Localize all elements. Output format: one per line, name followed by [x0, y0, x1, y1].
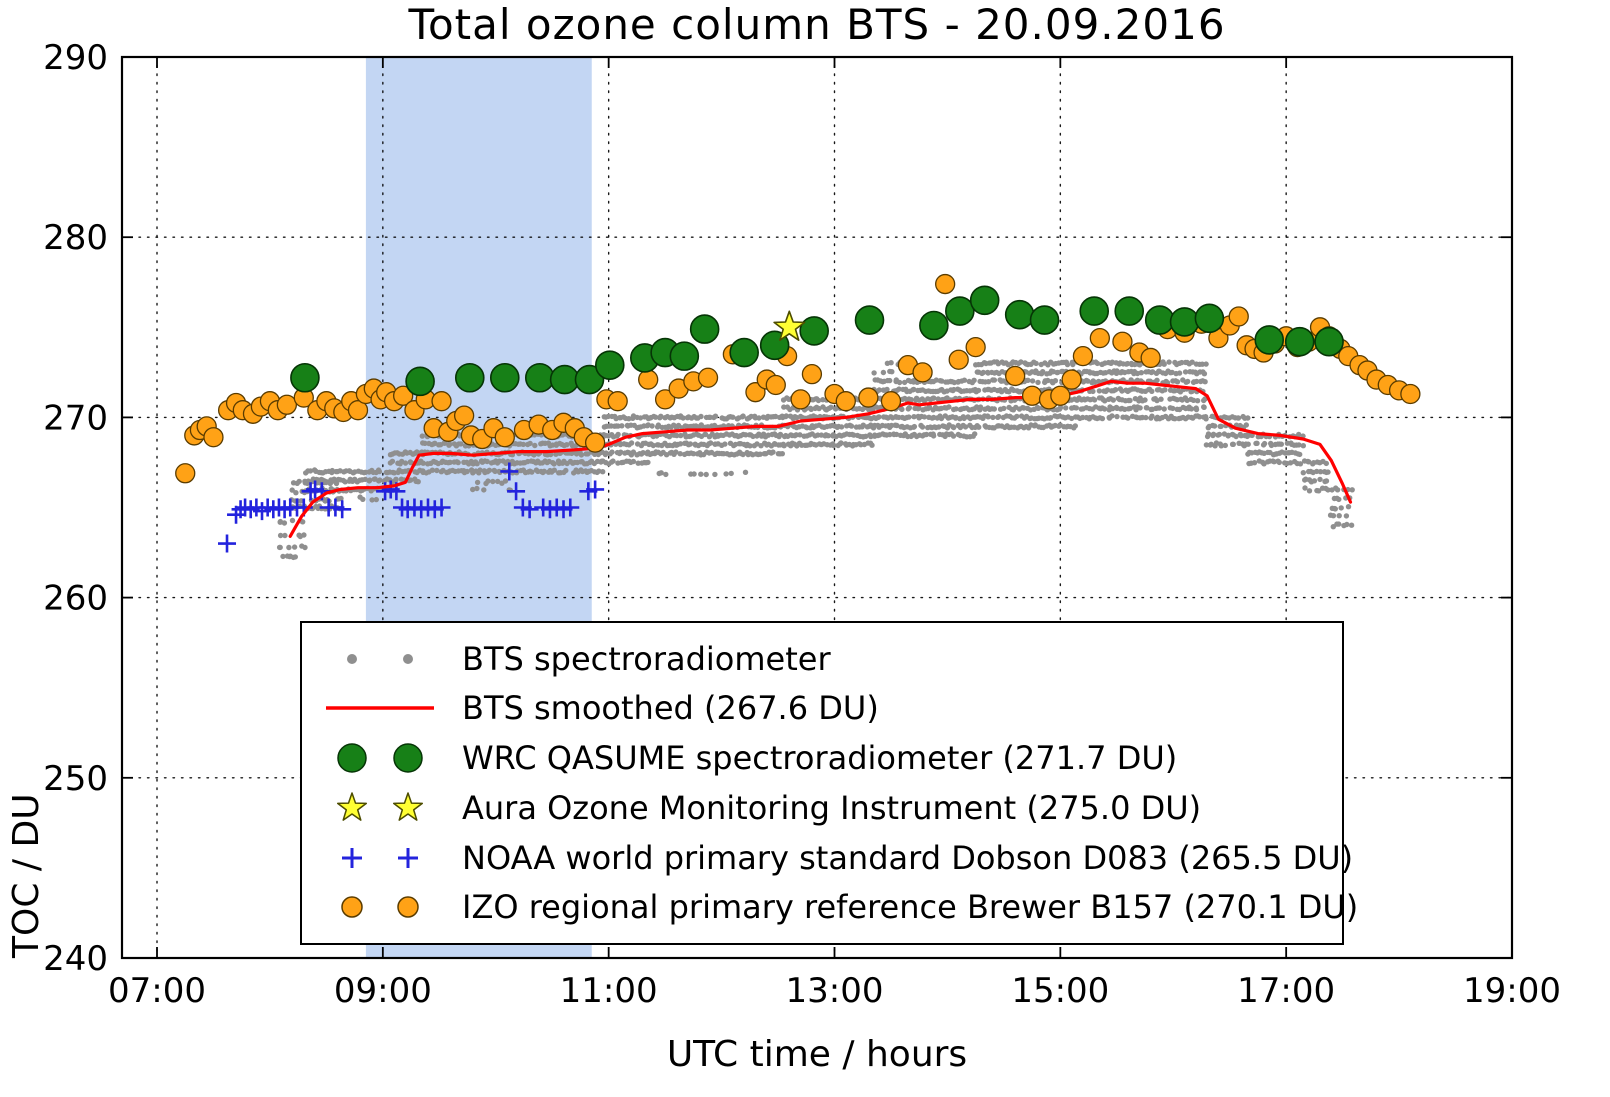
legend-label-bts-smoothed: BTS smoothed (267.6 DU)	[462, 689, 879, 728]
svg-text:240: 240	[43, 939, 108, 979]
legend-item-aura: Aura Ozone Monitoring Instrument (275.0 …	[320, 786, 1324, 830]
legend-item-qasume: WRC QASUME spectroradiometer (271.7 DU)	[320, 736, 1324, 780]
legend-label-brewer: IZO regional primary reference Brewer B1…	[462, 888, 1359, 927]
legend-label-dobson: NOAA world primary standard Dobson D083 …	[462, 838, 1354, 877]
svg-text:09:00: 09:00	[334, 971, 432, 1011]
svg-text:19:00: 19:00	[1463, 971, 1561, 1011]
legend-label-aura: Aura Ozone Monitoring Instrument (275.0 …	[462, 788, 1202, 827]
legend-label-bts: BTS spectroradiometer	[462, 639, 831, 678]
svg-text:15:00: 15:00	[1011, 971, 1109, 1011]
gray-dots-icon	[320, 637, 440, 681]
legend-label-qasume: WRC QASUME spectroradiometer (271.7 DU)	[462, 739, 1178, 778]
yellow-star-icon	[320, 786, 440, 830]
blue-plus-icon	[320, 836, 440, 880]
legend: BTS spectroradiometer BTS smoothed (267.…	[300, 621, 1358, 945]
red-line-icon	[320, 686, 440, 730]
legend-item-bts-smoothed: BTS smoothed (267.6 DU)	[320, 686, 1324, 730]
orange-circle-icon	[320, 885, 440, 929]
svg-text:11:00: 11:00	[560, 971, 658, 1011]
svg-text:17:00: 17:00	[1237, 971, 1335, 1011]
legend-item-dobson: NOAA world primary standard Dobson D083 …	[320, 836, 1353, 880]
svg-text:13:00: 13:00	[786, 971, 884, 1011]
chart-title: Total ozone column BTS - 20.09.2016	[408, 0, 1226, 49]
svg-text:290: 290	[43, 38, 108, 78]
svg-text:250: 250	[43, 759, 108, 799]
svg-text:280: 280	[43, 218, 108, 258]
svg-text:260: 260	[43, 579, 108, 619]
svg-text:270: 270	[43, 398, 108, 438]
legend-item-bts: BTS spectroradiometer	[320, 637, 1324, 681]
legend-item-brewer: IZO regional primary reference Brewer B1…	[320, 885, 1358, 929]
green-circle-icon	[320, 736, 440, 780]
svg-text:07:00: 07:00	[108, 971, 206, 1011]
x-axis-label: UTC time / hours	[666, 1034, 968, 1075]
